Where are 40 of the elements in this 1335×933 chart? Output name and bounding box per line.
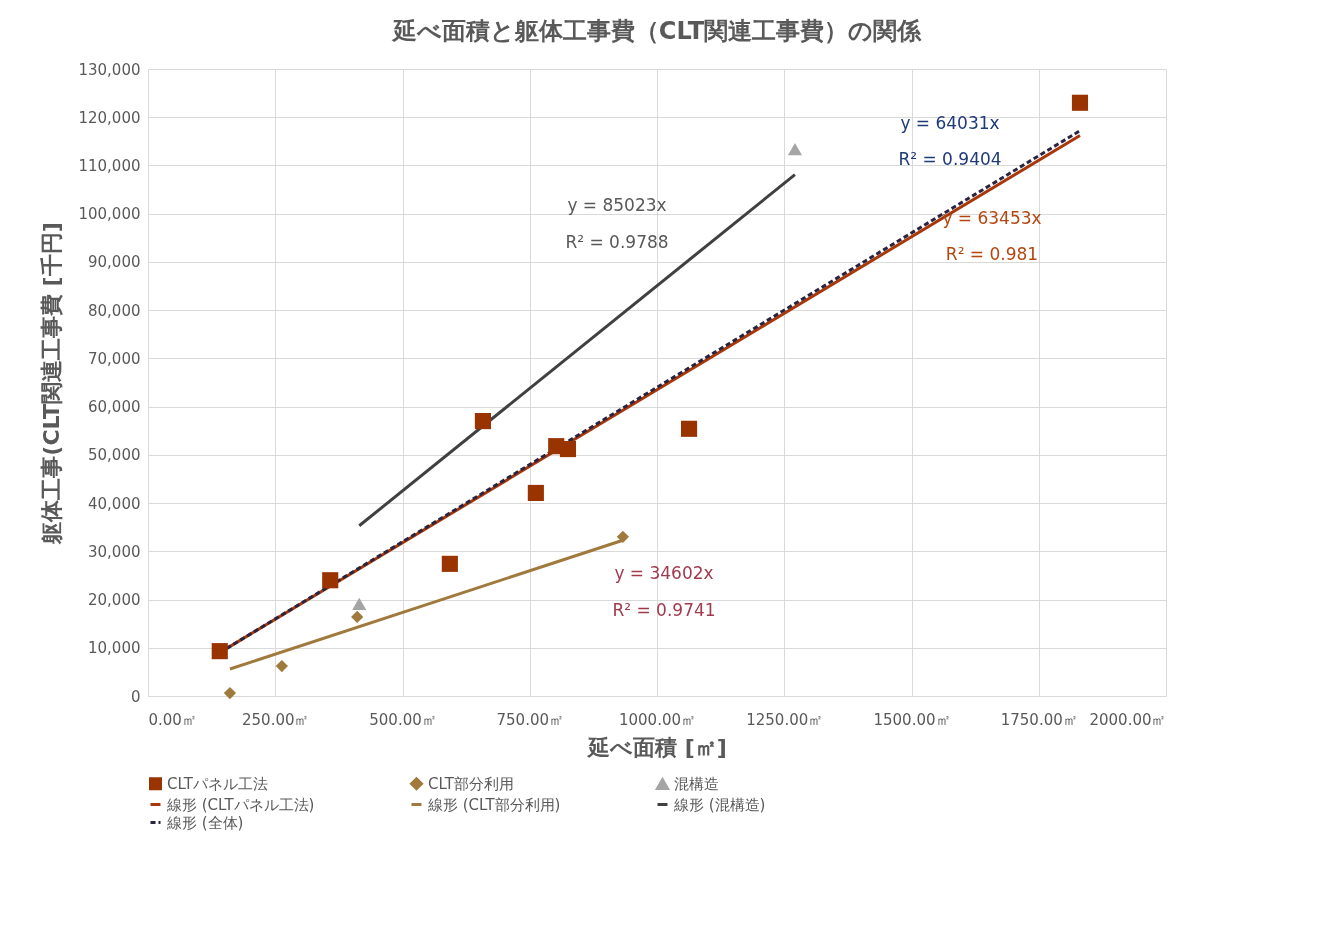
annotation: R² = 0.9404: [898, 149, 1002, 169]
x-tick-label: 250.00㎡: [242, 710, 310, 729]
legend-label: 線形 (CLTパネル工法): [166, 795, 315, 814]
annotation: R² = 0.9741: [612, 600, 716, 620]
y-tick-label: 130,000: [78, 60, 141, 79]
chart-title: 延べ面積と躯体工事費（CLT関連工事費）の関係: [390, 17, 923, 45]
legend-label: 混構造: [674, 775, 719, 794]
legend-label: 線形 (全体): [166, 813, 244, 832]
annotation: y = 64031x: [900, 113, 1000, 133]
legend-label: CLTパネル工法: [167, 774, 268, 793]
y-tick-label: 30,000: [88, 542, 141, 561]
y-tick-label: 20,000: [88, 591, 141, 610]
legend-label: 線形 (CLT部分利用): [427, 795, 561, 814]
y-axis-title: 躯体工事(CLT関連工事費 [千円]: [39, 222, 65, 545]
annotation: R² = 0.981: [945, 244, 1039, 264]
legend-label: 線形 (混構造): [673, 795, 766, 814]
x-axis-title: 延べ面積 [㎡]: [586, 734, 727, 760]
x-tick-label: 0.00㎡: [148, 710, 197, 729]
y-tick-label: 40,000: [88, 494, 141, 513]
x-tick-label: 1750.00㎡: [1000, 710, 1078, 729]
x-tick-label: 1250.00㎡: [746, 710, 824, 729]
y-tick-label: 0: [130, 687, 141, 706]
y-tick-label: 110,000: [78, 156, 141, 175]
y-tick-label: 10,000: [88, 639, 141, 658]
y-tick-label: 60,000: [88, 398, 141, 417]
annotation: R² = 0.9788: [565, 232, 669, 252]
annotation: y = 34602x: [614, 563, 714, 583]
y-tick-label: 120,000: [78, 108, 141, 127]
y-tick-label: 70,000: [88, 349, 141, 368]
y-tick-label: 50,000: [88, 446, 141, 465]
x-tick-label: 1500.00㎡: [873, 710, 951, 729]
y-tick-label: 80,000: [88, 301, 141, 320]
y-tick-label: 90,000: [88, 253, 141, 272]
x-tick-label: 750.00㎡: [496, 710, 564, 729]
x-tick-label: 500.00㎡: [369, 710, 437, 729]
y-tick-label: 100,000: [78, 205, 141, 224]
x-tick-label: 2000.00㎡: [1089, 710, 1167, 729]
annotation: y = 85023x: [567, 195, 667, 215]
x-tick-label: 1000.00㎡: [618, 710, 697, 729]
legend-label: CLT部分利用: [428, 774, 514, 793]
